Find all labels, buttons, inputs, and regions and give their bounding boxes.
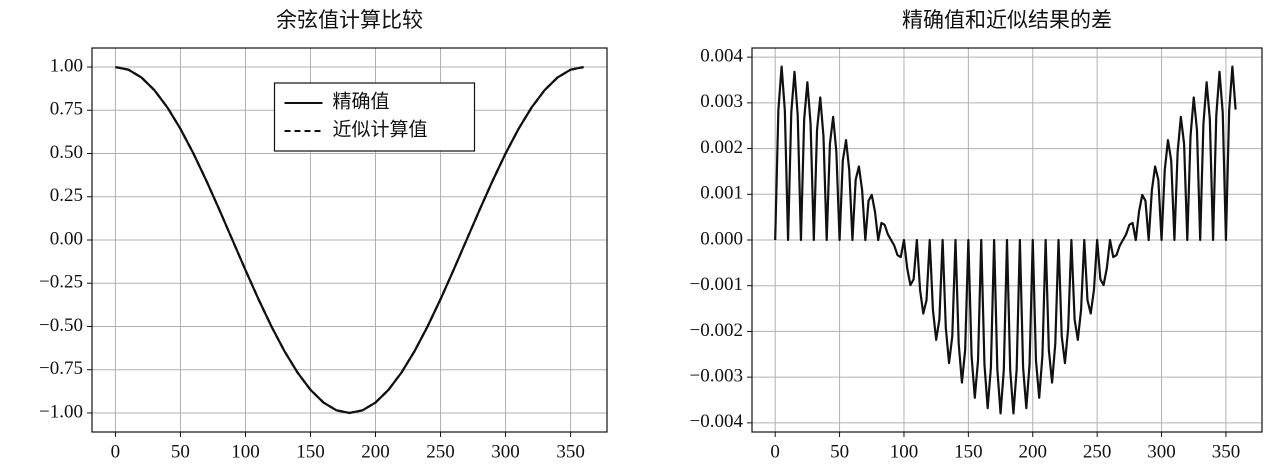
- x-tick-label: 250: [1083, 441, 1112, 462]
- plot-frame: [91, 47, 608, 433]
- x-tick-label: 100: [890, 441, 919, 462]
- y-tick-label: −0.50: [39, 315, 83, 336]
- y-tick-label: −0.004: [690, 411, 744, 432]
- x-tick-label: 200: [1019, 441, 1048, 462]
- x-tick-label: 350: [1212, 441, 1241, 462]
- x-tick-label: 0: [111, 441, 121, 462]
- y-tick-label: −0.75: [39, 358, 83, 379]
- x-tick-label: 150: [954, 441, 983, 462]
- y-tick-label: 0.000: [700, 228, 743, 249]
- chart-title: 精确值和近似结果的差: [902, 8, 1112, 32]
- y-tick-label: 0.003: [700, 91, 743, 112]
- x-tick-label: 100: [231, 441, 260, 462]
- y-tick-label: 0.004: [700, 46, 743, 67]
- x-tick-label: 300: [491, 441, 520, 462]
- data-line: [774, 65, 1237, 415]
- y-tick-label: 1.00: [50, 55, 83, 76]
- y-tick-label: 0.002: [700, 137, 743, 158]
- y-tick-label: 0.75: [50, 99, 83, 120]
- x-tick-label: 200: [361, 441, 390, 462]
- legend-label: 精确值: [333, 90, 390, 112]
- data-line: [115, 65, 584, 415]
- y-tick-label: −0.25: [39, 272, 83, 293]
- x-tick-label: 50: [830, 441, 849, 462]
- x-tick-label: 50: [171, 441, 190, 462]
- x-tick-label: 150: [296, 441, 325, 462]
- y-tick-label: −0.003: [690, 366, 743, 387]
- legend-label: 近似计算值: [333, 118, 428, 140]
- plot-frame: [751, 47, 1263, 433]
- x-tick-label: 350: [556, 441, 585, 462]
- y-tick-label: 0.00: [50, 228, 83, 249]
- x-tick-label: 250: [426, 441, 455, 462]
- legend-box: [273, 82, 476, 152]
- y-tick-label: −1.00: [39, 401, 83, 422]
- y-tick-label: −0.002: [690, 320, 743, 341]
- y-tick-label: 0.50: [50, 142, 83, 163]
- x-tick-label: 0: [770, 441, 780, 462]
- y-tick-label: −0.001: [690, 274, 743, 295]
- x-tick-label: 300: [1147, 441, 1176, 462]
- chart-title: 余弦值计算比较: [276, 8, 423, 32]
- y-tick-label: 0.25: [50, 185, 83, 206]
- y-tick-label: 0.001: [700, 183, 743, 204]
